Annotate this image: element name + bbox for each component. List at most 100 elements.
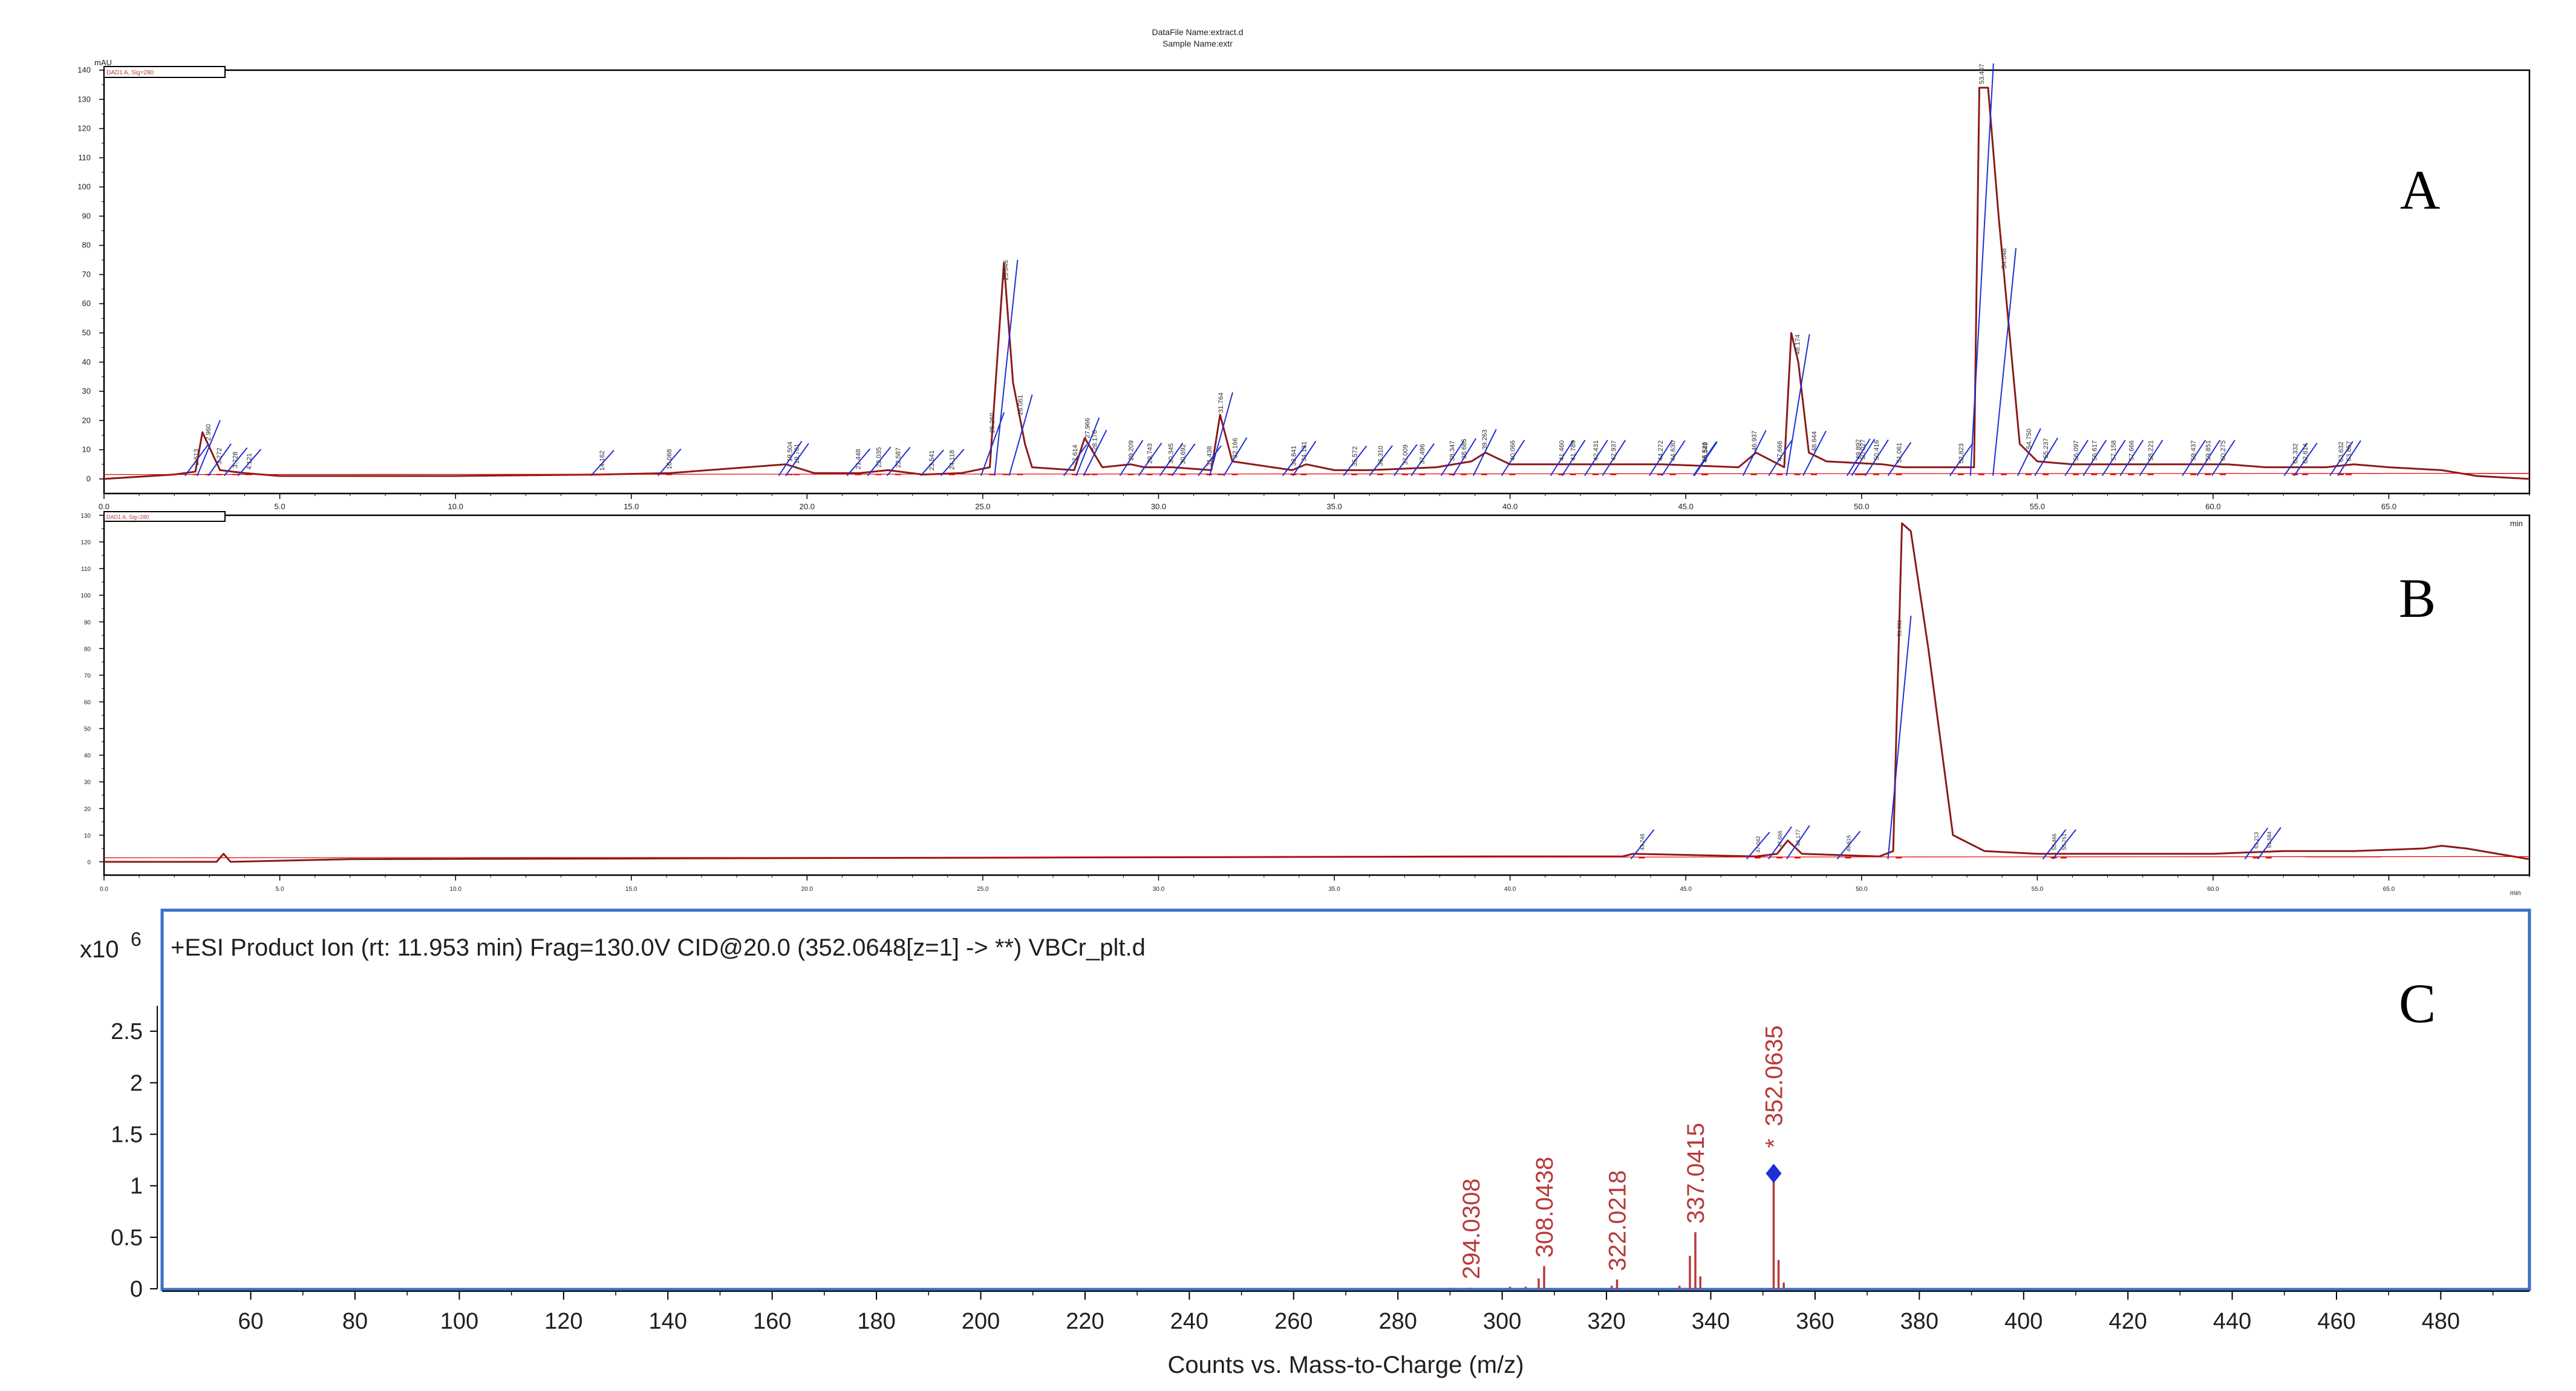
x-tick-label: 30.0 (1151, 502, 1166, 511)
y-tick-label: 2.5 (111, 1019, 143, 1044)
integration-line (2283, 442, 2308, 477)
x-tick-label: 320 (1587, 1309, 1625, 1334)
integration-line (1282, 445, 1306, 477)
peak-label: 32.166 (1231, 438, 1239, 458)
integration-line (2082, 440, 2107, 477)
integration-line (1472, 429, 1497, 477)
ms-peak-label: 308.0438 (1531, 1157, 1558, 1258)
integration-line (1440, 440, 1465, 477)
peak-label: 48.177 (1795, 829, 1801, 846)
panel-b-legend-box (103, 511, 226, 522)
panel-c-letter: C (2399, 972, 2436, 1034)
peak-label: 53.407 (1978, 64, 1986, 84)
peak-label: 38.685 (1461, 438, 1468, 459)
x-tick-label: 20.0 (801, 886, 814, 893)
integration-line (994, 259, 1019, 476)
peak-label: 41.460 (1559, 440, 1566, 461)
peak-label: 51.061 (1897, 620, 1903, 637)
x-tick-label: 10.0 (449, 886, 461, 893)
peak-label: 35.572 (1351, 446, 1358, 467)
y-tick-label: 80 (82, 241, 91, 250)
ms-peak-label: 322.0218 (1605, 1170, 1631, 1271)
integration-line (2119, 440, 2144, 477)
y-tick-label: 20 (84, 806, 91, 813)
peak-label: 43.748 (1640, 834, 1646, 851)
peak-label: 50.416 (1873, 440, 1880, 461)
peak-label: 27.966 (1084, 418, 1091, 438)
integration-line (1452, 438, 1477, 477)
panel-a-xunit: min (2510, 519, 2523, 528)
x-tick-label: 260 (1274, 1309, 1312, 1334)
integration-line (1768, 826, 1792, 859)
peak-label: 31.438 (1206, 446, 1213, 466)
integration-line (2211, 440, 2235, 477)
y-tick-label: 120 (77, 124, 91, 133)
peak-label: 25.646 (1002, 260, 1009, 281)
x-tick-label: 160 (753, 1309, 791, 1334)
x-tick-label: 50.0 (1854, 502, 1869, 511)
peak-label: 19.504 (787, 441, 794, 462)
integration-line (1969, 63, 1994, 476)
x-tick-label: 50.0 (1856, 886, 1868, 893)
x-tick-label: 340 (1692, 1309, 1730, 1334)
peak-label: 55.466 (2052, 833, 2058, 850)
y-tick-label: 70 (84, 673, 91, 679)
panel-c-scale-exponent: 6 (131, 928, 142, 950)
integration-baseline (103, 473, 2530, 475)
integration-line (1223, 437, 1248, 477)
peak-label: 62.614 (2302, 443, 2309, 464)
integration-line (2064, 440, 2089, 477)
integration-line (1785, 334, 1810, 476)
integration-line (2244, 827, 2269, 859)
integration-line (1692, 441, 1717, 477)
x-tick-label: 15.0 (624, 502, 639, 511)
integration-line (1746, 832, 1770, 860)
ms-peak-label: 337.0415 (1683, 1122, 1709, 1223)
panel-c-title: +ESI Product Ion (rt: 11.953 min) Frag=1… (171, 934, 1146, 961)
integration-line (1802, 431, 1827, 477)
peak-label: 54.048 (2001, 249, 2008, 269)
peak-label: 55.751 (2061, 833, 2067, 850)
integration-line (785, 443, 809, 477)
peak-label: 19.701 (794, 444, 801, 464)
integration-line (2101, 440, 2126, 477)
x-tick-label: 400 (2004, 1309, 2043, 1334)
x-tick-label: 100 (440, 1309, 478, 1334)
peak-label: 63.857 (2346, 441, 2353, 461)
peak-label: 47.666 (1777, 830, 1783, 847)
peak-label: 47.666 (1776, 441, 1784, 461)
y-tick-label: 100 (80, 593, 91, 599)
peak-label: 46.937 (1751, 431, 1758, 451)
peak-label: 52.823 (1958, 443, 1965, 464)
peak-label: 44.630 (1670, 441, 1677, 461)
ms-peak-label: 294.0308 (1458, 1178, 1485, 1279)
x-tick-label: 0.0 (100, 886, 108, 893)
peak-label: 33.841 (1291, 446, 1298, 466)
precursor-diamond (1766, 1164, 1782, 1184)
integration-line (237, 449, 262, 477)
integration-line (1550, 440, 1574, 477)
integration-line (1887, 441, 1912, 477)
x-tick-label: 65.0 (2383, 886, 2395, 893)
x-tick-label: 140 (649, 1309, 687, 1334)
peak-label: 54.750 (2026, 429, 2033, 449)
integration-line (1865, 439, 1889, 477)
integration-line (2017, 428, 2041, 477)
y-tick-label: 30 (84, 780, 91, 786)
integration-line (1369, 445, 1393, 477)
integration-line (1410, 443, 1435, 477)
y-tick-label: 90 (82, 211, 91, 220)
peak-label: 22.587 (895, 448, 902, 468)
peak-label: 51.061 (1896, 443, 1903, 463)
y-tick-label: 0 (86, 474, 91, 483)
peak-label: 57.666 (2128, 440, 2135, 461)
peak-label: 45.549 (1702, 442, 1709, 463)
peak-label: 59.851 (2205, 440, 2212, 461)
y-tick-label: 110 (81, 566, 91, 573)
peak-label: 29.209 (1128, 440, 1135, 461)
integration-line (223, 447, 248, 477)
integration-line (1209, 392, 1233, 476)
panel-c-xlabel: Counts vs. Mass-to-Charge (m/z) (1167, 1352, 1524, 1378)
x-tick-label: 280 (1379, 1309, 1417, 1334)
panel-a-frame (103, 69, 2531, 495)
